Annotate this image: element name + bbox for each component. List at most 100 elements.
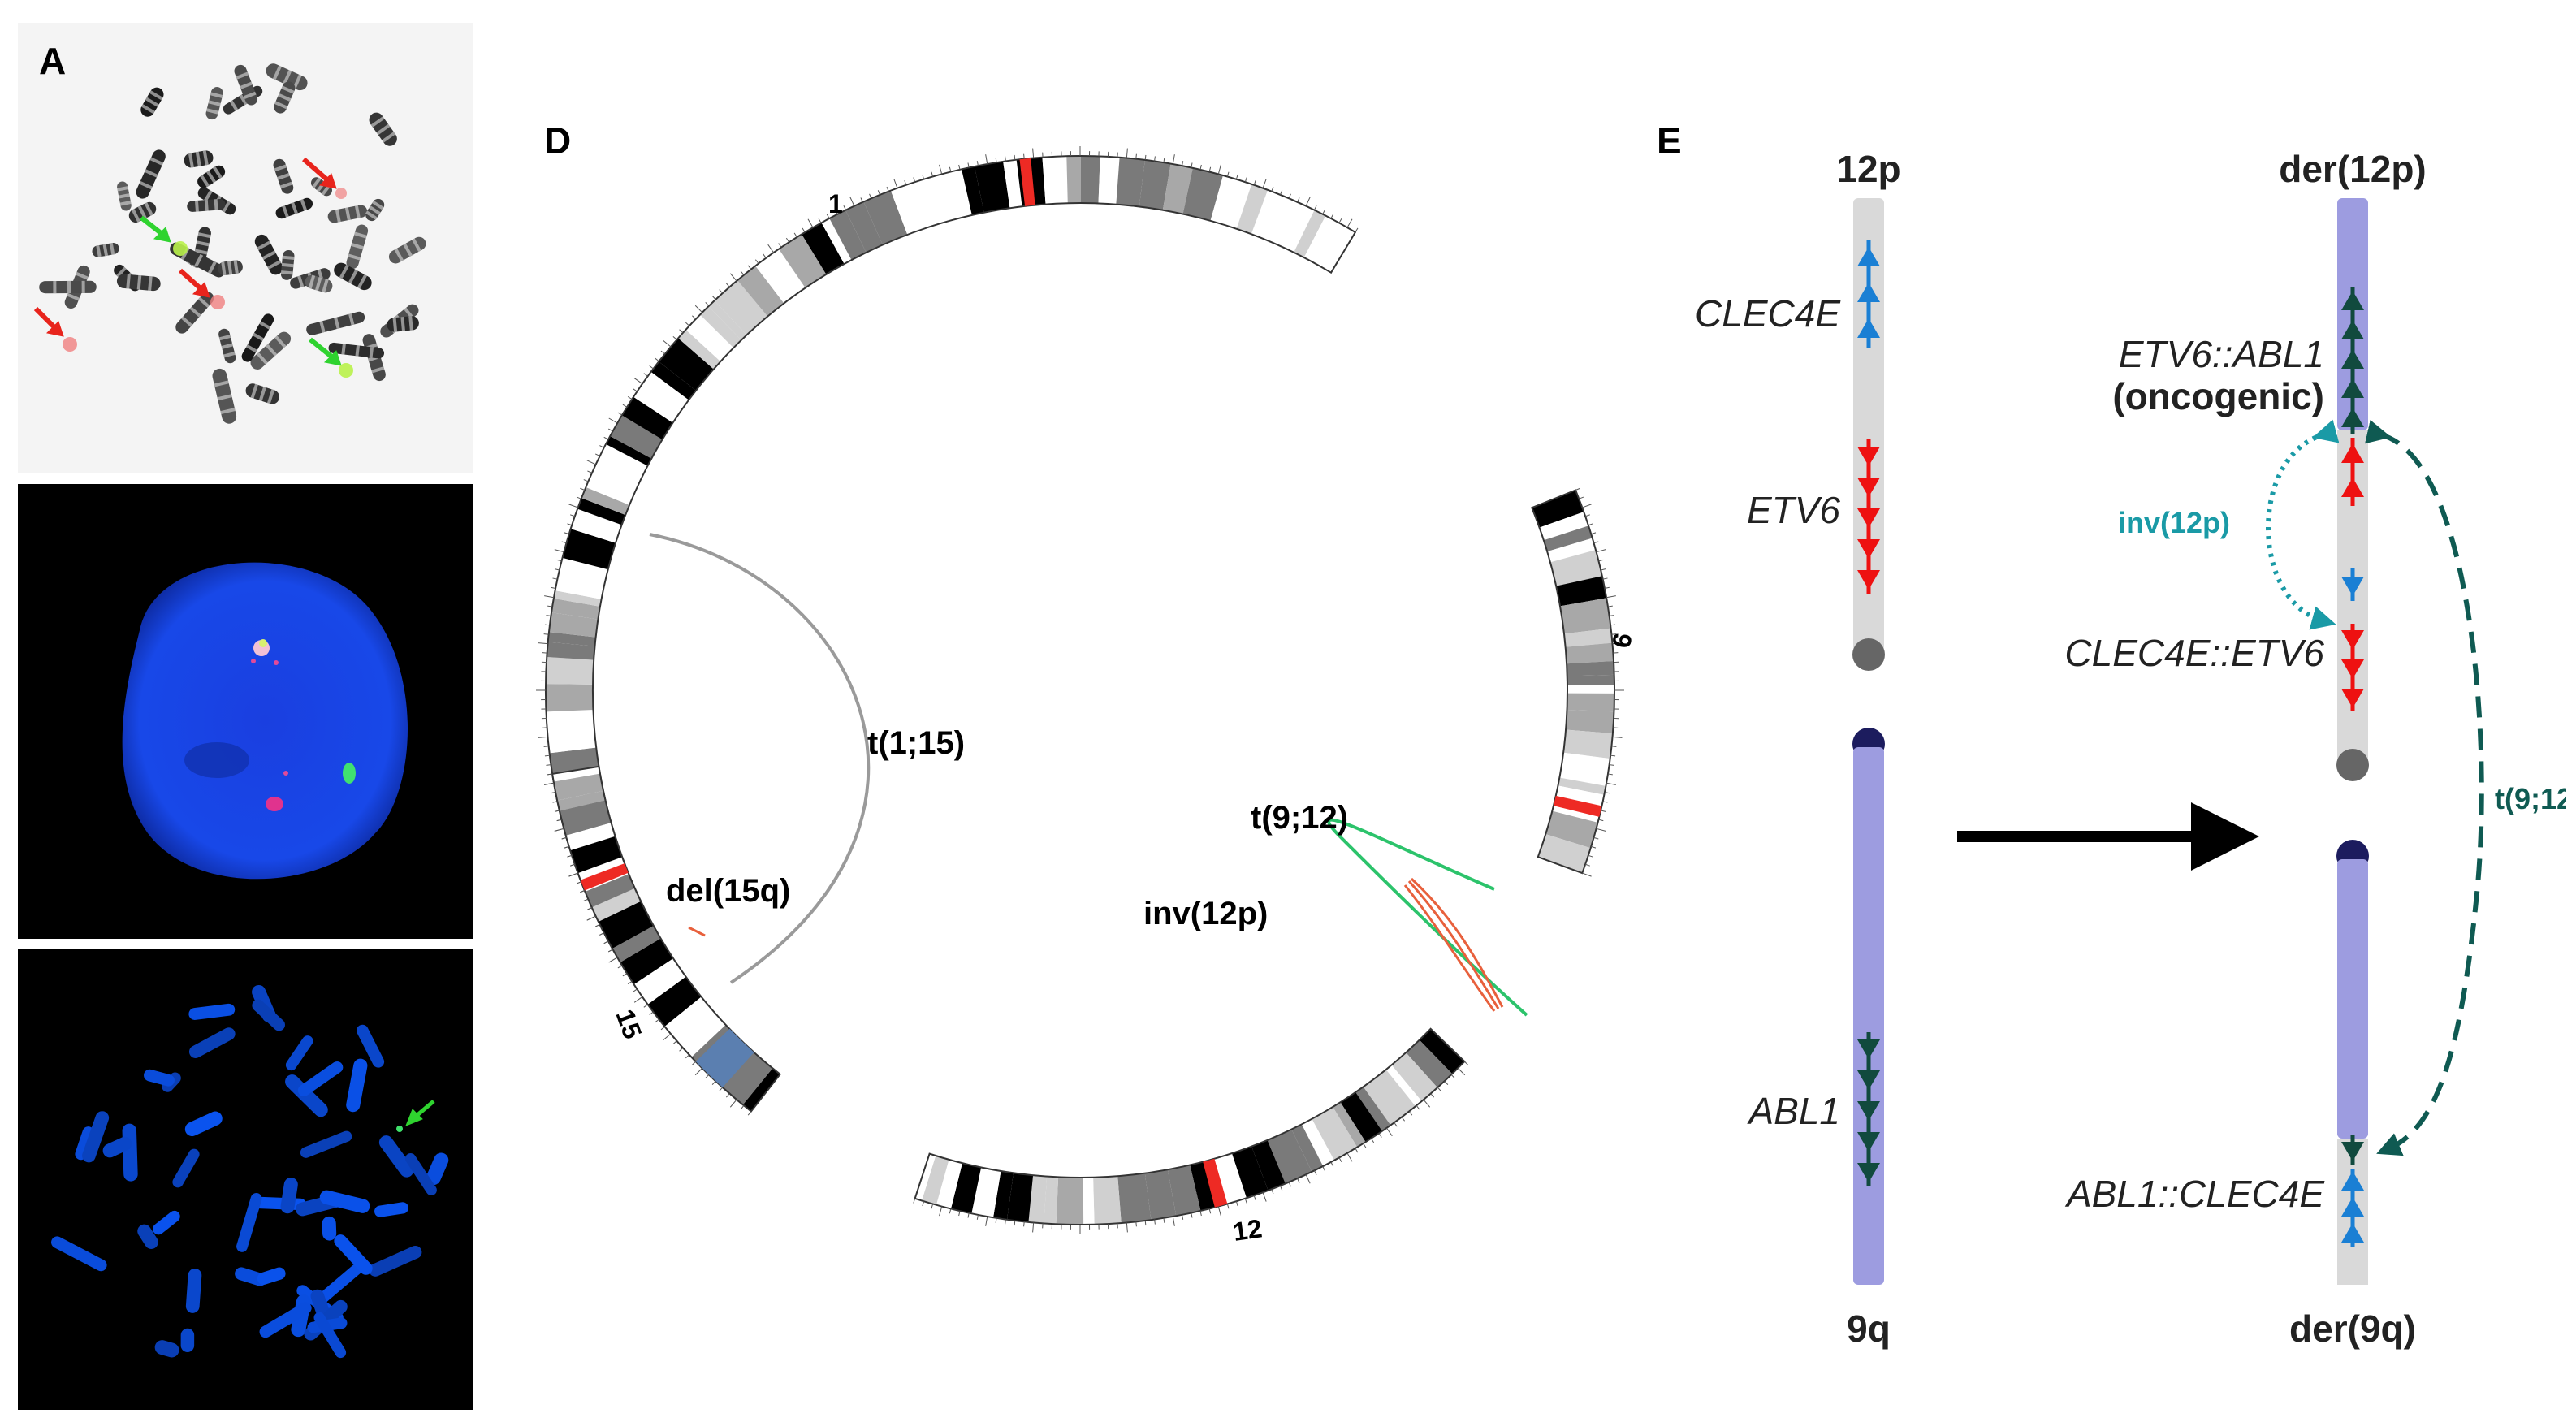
chromosome bbox=[116, 274, 161, 292]
chromosome-label-12p: 12p bbox=[1836, 148, 1900, 190]
fusion-label-clec4e-etv6: CLEC4E::ETV6 bbox=[2064, 632, 2324, 674]
chromosome bbox=[327, 205, 368, 223]
chromosome-label-15: 15 bbox=[610, 1005, 647, 1043]
chromosome bbox=[140, 87, 164, 117]
centromere-band-15 bbox=[695, 1028, 754, 1087]
chromosome bbox=[241, 313, 274, 362]
fusion-label-abl1-clec4e: ABL1::CLEC4E bbox=[2064, 1173, 2325, 1215]
chromosome bbox=[257, 1267, 286, 1286]
chromosome bbox=[39, 280, 97, 294]
dapi-metaphase-image bbox=[18, 949, 473, 1410]
chromosome bbox=[346, 224, 369, 270]
chromosome-label-9: 9 bbox=[1606, 631, 1638, 650]
chromosome bbox=[306, 311, 365, 335]
metaphase-karyotype-image bbox=[18, 23, 473, 473]
gene-arrows-etv6-fused bbox=[2341, 624, 2364, 711]
translocation-arc-9-12 bbox=[1327, 818, 1528, 1017]
ideogram-chr9 bbox=[1531, 487, 1624, 877]
chromosome bbox=[266, 63, 308, 91]
chromosome-12p-bar bbox=[1853, 198, 1884, 651]
chromosome bbox=[218, 328, 236, 364]
chromosome bbox=[387, 316, 419, 332]
chromosome bbox=[236, 1192, 262, 1252]
chromosome bbox=[212, 368, 237, 424]
chromosome bbox=[252, 999, 285, 1031]
chromosome bbox=[313, 1312, 347, 1359]
chromosome bbox=[285, 1035, 313, 1071]
chromosome bbox=[153, 1210, 180, 1235]
translocation-arrow bbox=[2365, 420, 2484, 1156]
fusion-schematic: 12p 9q CLEC4E ETV6 ABL1 der(12p) der(9q)… bbox=[1695, 148, 2566, 1350]
chromosome bbox=[128, 201, 157, 223]
chromosome bbox=[250, 331, 292, 370]
chromosome-label-9q: 9q bbox=[1847, 1307, 1891, 1350]
panel-a-image bbox=[18, 23, 473, 473]
chromosome bbox=[184, 150, 214, 168]
chromosome bbox=[172, 1148, 200, 1188]
chromosome bbox=[136, 149, 166, 199]
panel-c-image bbox=[18, 949, 473, 1410]
chromosome bbox=[259, 1302, 312, 1338]
chromosome bbox=[51, 1236, 107, 1272]
panel-e-label: E bbox=[1657, 119, 1682, 162]
chromosome bbox=[187, 198, 226, 212]
chromosome-label-1: 1 bbox=[828, 189, 843, 218]
panel-b-image bbox=[18, 484, 473, 939]
interphase-nucleus-image bbox=[18, 484, 473, 939]
chromosome bbox=[122, 1123, 138, 1182]
event-label-del15q: del(15q) bbox=[666, 873, 790, 909]
green-arrow-icon bbox=[405, 1100, 435, 1126]
der9q-bar-top bbox=[2337, 859, 2368, 1139]
chromosome bbox=[175, 292, 214, 334]
gene-arrows-etv6-inverted bbox=[2341, 438, 2364, 506]
chromosome bbox=[234, 64, 258, 106]
chromosome bbox=[404, 1152, 437, 1196]
gene-label-clec4e: CLEC4E bbox=[1695, 292, 1841, 335]
chromosome-label-der12p: der(12p) bbox=[2279, 148, 2426, 190]
panel-d-label: D bbox=[544, 119, 572, 162]
gene-arrows-clec4e bbox=[1857, 240, 1880, 348]
chromosome-label-12: 12 bbox=[1231, 1213, 1264, 1247]
chromosome bbox=[184, 1111, 223, 1137]
ideogram-chr15 bbox=[544, 765, 782, 1116]
chromosome bbox=[305, 274, 333, 293]
chromosome bbox=[180, 1328, 195, 1352]
fusion-label-etv6-abl1: ETV6::ABL1 bbox=[2119, 333, 2324, 375]
green-arrow-icon bbox=[140, 215, 342, 366]
chromosome bbox=[297, 1061, 344, 1097]
panel-c-label: C bbox=[39, 966, 67, 1008]
panel-b-label: B bbox=[39, 504, 67, 547]
chromosome bbox=[346, 1058, 368, 1113]
chromosome bbox=[378, 1135, 414, 1178]
red-arrow-icon bbox=[33, 157, 337, 337]
event-label-t1-15: t(1;15) bbox=[867, 725, 965, 761]
chromosome bbox=[144, 1069, 175, 1087]
gene-label-etv6: ETV6 bbox=[1747, 489, 1840, 531]
chromosome bbox=[374, 1202, 408, 1217]
chromosome bbox=[275, 197, 313, 219]
gene-arrows-clec4e-fused bbox=[2341, 568, 2364, 601]
chromosome bbox=[280, 249, 295, 280]
ideogram-chr12 bbox=[913, 1027, 1468, 1234]
chromosome bbox=[274, 81, 296, 114]
chromosome bbox=[185, 1268, 202, 1313]
translocation-event-label: t(9;12) bbox=[2495, 782, 2566, 815]
inversion-event-label: inv(12p) bbox=[2118, 506, 2230, 539]
chromosome bbox=[334, 1234, 373, 1275]
circos-ideograms bbox=[536, 146, 1624, 1234]
inversion-arc-12p bbox=[1403, 877, 1504, 1012]
chromosome bbox=[205, 87, 223, 120]
chromosome bbox=[194, 227, 211, 261]
chromosome bbox=[334, 262, 372, 291]
chromosome bbox=[82, 1111, 110, 1163]
chromosome bbox=[388, 236, 426, 264]
chromosome bbox=[254, 234, 283, 275]
chromosome bbox=[197, 165, 226, 188]
inversion-arrow bbox=[2266, 419, 2340, 630]
oncogenic-label: (oncogenic) bbox=[2112, 375, 2324, 417]
chromosome bbox=[357, 1024, 385, 1068]
gene-arrows-clec4e-residual bbox=[2341, 1169, 2364, 1247]
chromosome bbox=[92, 242, 119, 257]
chromosome bbox=[369, 1245, 422, 1277]
chromosome bbox=[117, 181, 132, 211]
